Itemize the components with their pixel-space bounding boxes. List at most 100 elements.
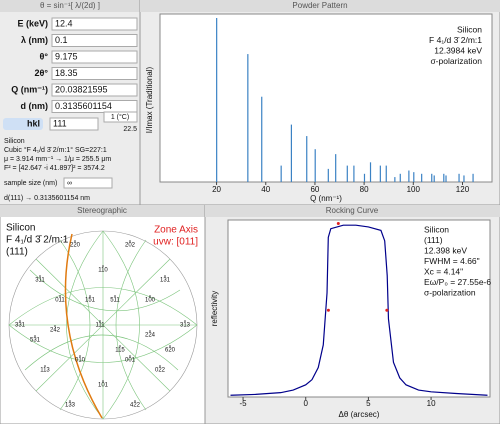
pole-dot <box>34 335 36 337</box>
title-bar <box>140 0 500 12</box>
pole-dot <box>102 265 104 267</box>
field-value: 9.175 <box>55 51 78 61</box>
sample-input[interactable] <box>63 177 113 189</box>
pole-dot <box>74 240 76 242</box>
pole-dot <box>159 365 161 367</box>
pole-label: 422 <box>130 403 141 409</box>
pole-dot <box>149 330 151 332</box>
sample-value: ∞ <box>67 180 72 187</box>
pole-label: 100 <box>145 298 156 304</box>
pole-dot <box>114 295 116 297</box>
window-title: Powder Pattern <box>292 1 347 10</box>
pole-dot <box>69 400 71 402</box>
pole-dot <box>99 320 101 322</box>
pole-label: 101 <box>98 383 109 389</box>
annotation: FWHM = 4.66" <box>424 256 480 266</box>
marker <box>326 308 330 312</box>
x-tick-label: 60 <box>310 185 319 194</box>
annotation: σ-polarization <box>430 56 482 66</box>
plot-area <box>227 219 491 398</box>
window-title: Rocking Curve <box>326 206 379 215</box>
x-tick-label: 10 <box>427 399 436 408</box>
field-input[interactable] <box>51 67 138 80</box>
annotation: σ-polarization <box>424 287 476 297</box>
pole-label: 151 <box>85 298 96 304</box>
field-label: E (keV) <box>17 18 48 28</box>
x-tick-label: 100 <box>407 185 421 194</box>
field-label: 2θ° <box>35 68 49 78</box>
pole-dot <box>59 295 61 297</box>
annotation: 12.398 keV <box>424 245 467 255</box>
poles: 111 011 100 010 001 110 101 311 131 113 022 220 202 3… <box>15 240 191 409</box>
x-tick-label: 120 <box>456 185 470 194</box>
pole-label: 511 <box>110 298 120 304</box>
field-label: λ (nm) <box>21 35 48 45</box>
status: d(111) → 0.3135601154 nm <box>4 195 90 202</box>
pole-dot <box>44 365 46 367</box>
y-axis-label: I/Imax (Traditional) <box>145 66 154 133</box>
x-tick-label: 40 <box>261 185 270 194</box>
pole-label: 313 <box>180 323 191 329</box>
hkl-button[interactable] <box>3 118 43 130</box>
hkl-label: hkl <box>27 118 40 128</box>
pole-dot <box>79 355 81 357</box>
plot-area <box>159 13 493 183</box>
pole-dot <box>169 345 171 347</box>
field-input[interactable] <box>51 17 138 31</box>
field-value: 0.3135601154 <box>55 101 112 111</box>
title-bar <box>0 205 205 217</box>
pole-label: 133 <box>65 403 76 409</box>
hkl-input[interactable] <box>49 117 99 131</box>
fields: E (keV) 12.4 λ (nm) 0.1 θ° 9.175 2θ° 18.35 Q (nm… <box>11 17 138 113</box>
temp-label: 1 (°C) <box>111 113 129 121</box>
pole-dot <box>39 275 41 277</box>
pole-dot <box>164 275 166 277</box>
pole-label: 331 <box>15 323 26 329</box>
pole-dot <box>184 320 186 322</box>
pole-dot <box>134 400 136 402</box>
window-title: θ = sin⁻¹[ λ/(2d) ] <box>40 1 100 10</box>
pole-dot <box>129 240 131 242</box>
y-axis-label: reflectivity <box>210 291 219 327</box>
pole-label: 531 <box>30 338 41 344</box>
marker <box>336 221 340 225</box>
temp-unit[interactable] <box>103 111 138 123</box>
pole-label: 311 <box>35 278 45 284</box>
annotation: (111) <box>424 235 443 245</box>
title-bar <box>0 0 140 12</box>
stereo-annotation: Silicon <box>6 223 35 234</box>
annotation: Xc = 4.14" <box>424 266 463 276</box>
stereo-annotation: F 4₁/d 3̄ 2/m:1 <box>6 235 69 246</box>
pole-dot <box>19 320 21 322</box>
info-line: Cubic °F 4₁/d 3̄ 2/m:1° SG=227:1 <box>4 146 107 154</box>
pole-label: 242 <box>50 328 61 334</box>
x-tick-label: 5 <box>366 399 371 408</box>
title-bar <box>205 205 500 217</box>
great-circles <box>8 230 198 420</box>
zone-axis: uvw: [011] <box>153 237 198 248</box>
pole-dot <box>119 345 121 347</box>
x-tick-label: 20 <box>212 185 221 194</box>
field-label: θ° <box>40 51 49 61</box>
zone-circle <box>64 233 103 419</box>
pole-label: 010 <box>75 358 86 364</box>
pole-label: 022 <box>155 368 166 374</box>
pole-label: 131 <box>160 278 171 284</box>
pole-label: 115 <box>115 348 125 354</box>
field-input[interactable] <box>51 100 138 113</box>
field-input[interactable] <box>51 34 138 47</box>
pole-dot <box>54 325 56 327</box>
pole-label: 111 <box>95 323 105 329</box>
field-input[interactable] <box>51 83 138 97</box>
sample-label: sample size (nm) <box>4 180 57 187</box>
pole-label: 202 <box>125 243 136 249</box>
info-line: Silicon <box>4 138 25 145</box>
field-input[interactable] <box>51 50 138 64</box>
pole-label: 001 <box>125 358 136 364</box>
pole-dot <box>129 355 131 357</box>
field-value: 20.03821595 <box>55 84 108 94</box>
pole-label: 110 <box>98 268 108 274</box>
marker <box>385 308 389 312</box>
window-title: Stereographic <box>77 206 127 215</box>
